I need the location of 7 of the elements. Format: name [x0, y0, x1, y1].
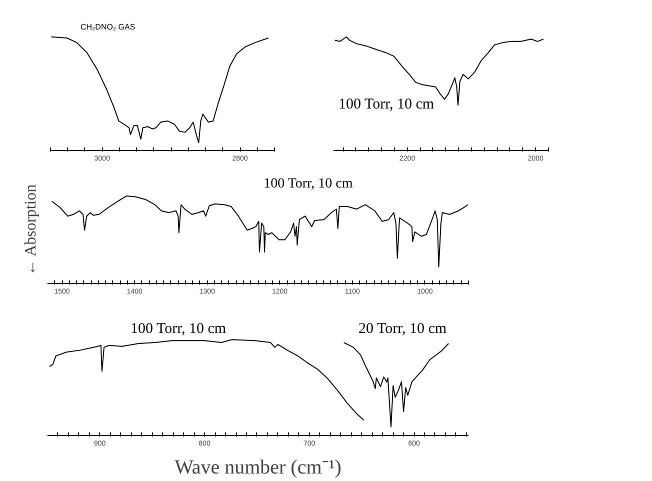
y-axis-title: ← Absorption — [22, 184, 40, 276]
text: CH₂DNO₂ GAS — [80, 22, 136, 32]
text: 100 Torr, 10 cm — [264, 176, 353, 192]
annotation: 100 Torr, 10 cm — [338, 96, 434, 112]
text: 20 Torr, 10 cm — [358, 320, 447, 337]
x-axis-title: Wave number (cm⁻¹) — [174, 456, 342, 478]
text: 100 Torr, 10 cm — [130, 320, 226, 337]
